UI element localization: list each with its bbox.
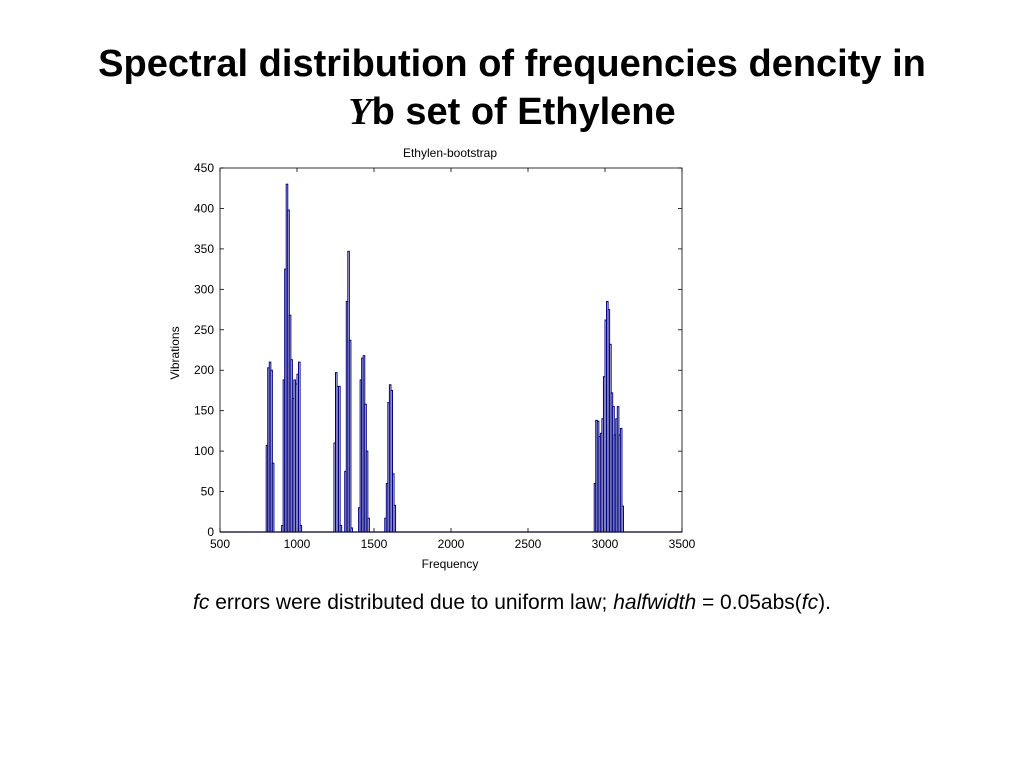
ticks-group: 500 1000 1500 2000 2500 3000 3500 0 50 100 150 200 2…: [194, 161, 696, 551]
x-axis-label: Frequency: [422, 557, 479, 571]
y-tick-label: 200: [194, 363, 214, 377]
histogram-bar: [338, 385, 341, 533]
x-tick-label: 3000: [592, 537, 619, 551]
chart-title: Ethylen-bootstrap: [403, 146, 497, 160]
title-line-2: Yb set of Ethylene: [0, 88, 1024, 136]
histogram-chart: Ethylen-bootstrap Frequency Vibrations 5…: [168, 146, 696, 571]
caption-fc-1: fc: [193, 591, 210, 614]
y-tick-label: 350: [194, 242, 214, 256]
histogram-bar: [299, 525, 303, 533]
histogram-bar: [298, 361, 301, 533]
title-line-2-text: b set of Ethylene: [371, 91, 676, 133]
title-line-1: Spectral distribution of frequencies den…: [98, 43, 926, 85]
y-tick-label: 300: [194, 282, 214, 296]
chart-container: Ethylen-bootstrap Frequency Vibrations 5…: [160, 140, 720, 580]
y-tick-label: 0: [207, 525, 214, 539]
histogram-bar: [348, 339, 352, 533]
caption-fc-2: fc: [801, 591, 819, 614]
y-tick-label: 250: [194, 323, 214, 337]
x-tick-label: 1000: [284, 537, 311, 551]
histogram-bar: [350, 527, 353, 533]
caption-text-3: ).: [818, 591, 831, 614]
y-axis-label: Vibrations: [168, 326, 182, 379]
y-tick-label: 450: [194, 161, 214, 175]
histogram-bar: [271, 462, 275, 533]
slide-title: Spectral distribution of frequencies den…: [0, 40, 1024, 136]
caption-halfwidth: halfwidth: [613, 591, 697, 614]
caption-text-2: = 0.05abs(: [696, 591, 802, 614]
y-tick-label: 50: [201, 485, 215, 499]
y-tick-label: 100: [194, 444, 214, 458]
plot-frame: [219, 167, 683, 533]
histogram-bar: [339, 525, 343, 533]
x-tick-label: 2000: [438, 537, 465, 551]
histogram-bar: [367, 517, 370, 533]
x-tick-label: 2500: [515, 537, 542, 551]
title-y-glyph: Y: [348, 91, 372, 133]
y-tick-label: 150: [194, 404, 214, 418]
histogram-bar: [393, 504, 397, 533]
x-tick-label: 500: [210, 537, 230, 551]
caption-text-1: errors were distributed due to uniform l…: [209, 591, 614, 614]
y-tick-label: 400: [194, 201, 214, 215]
x-tick-label: 1500: [361, 537, 388, 551]
histogram-bar: [621, 505, 624, 533]
caption: fc errors were distributed due to unifor…: [0, 589, 1024, 617]
x-tick-label: 3500: [669, 537, 696, 551]
bars-group: [220, 183, 682, 533]
